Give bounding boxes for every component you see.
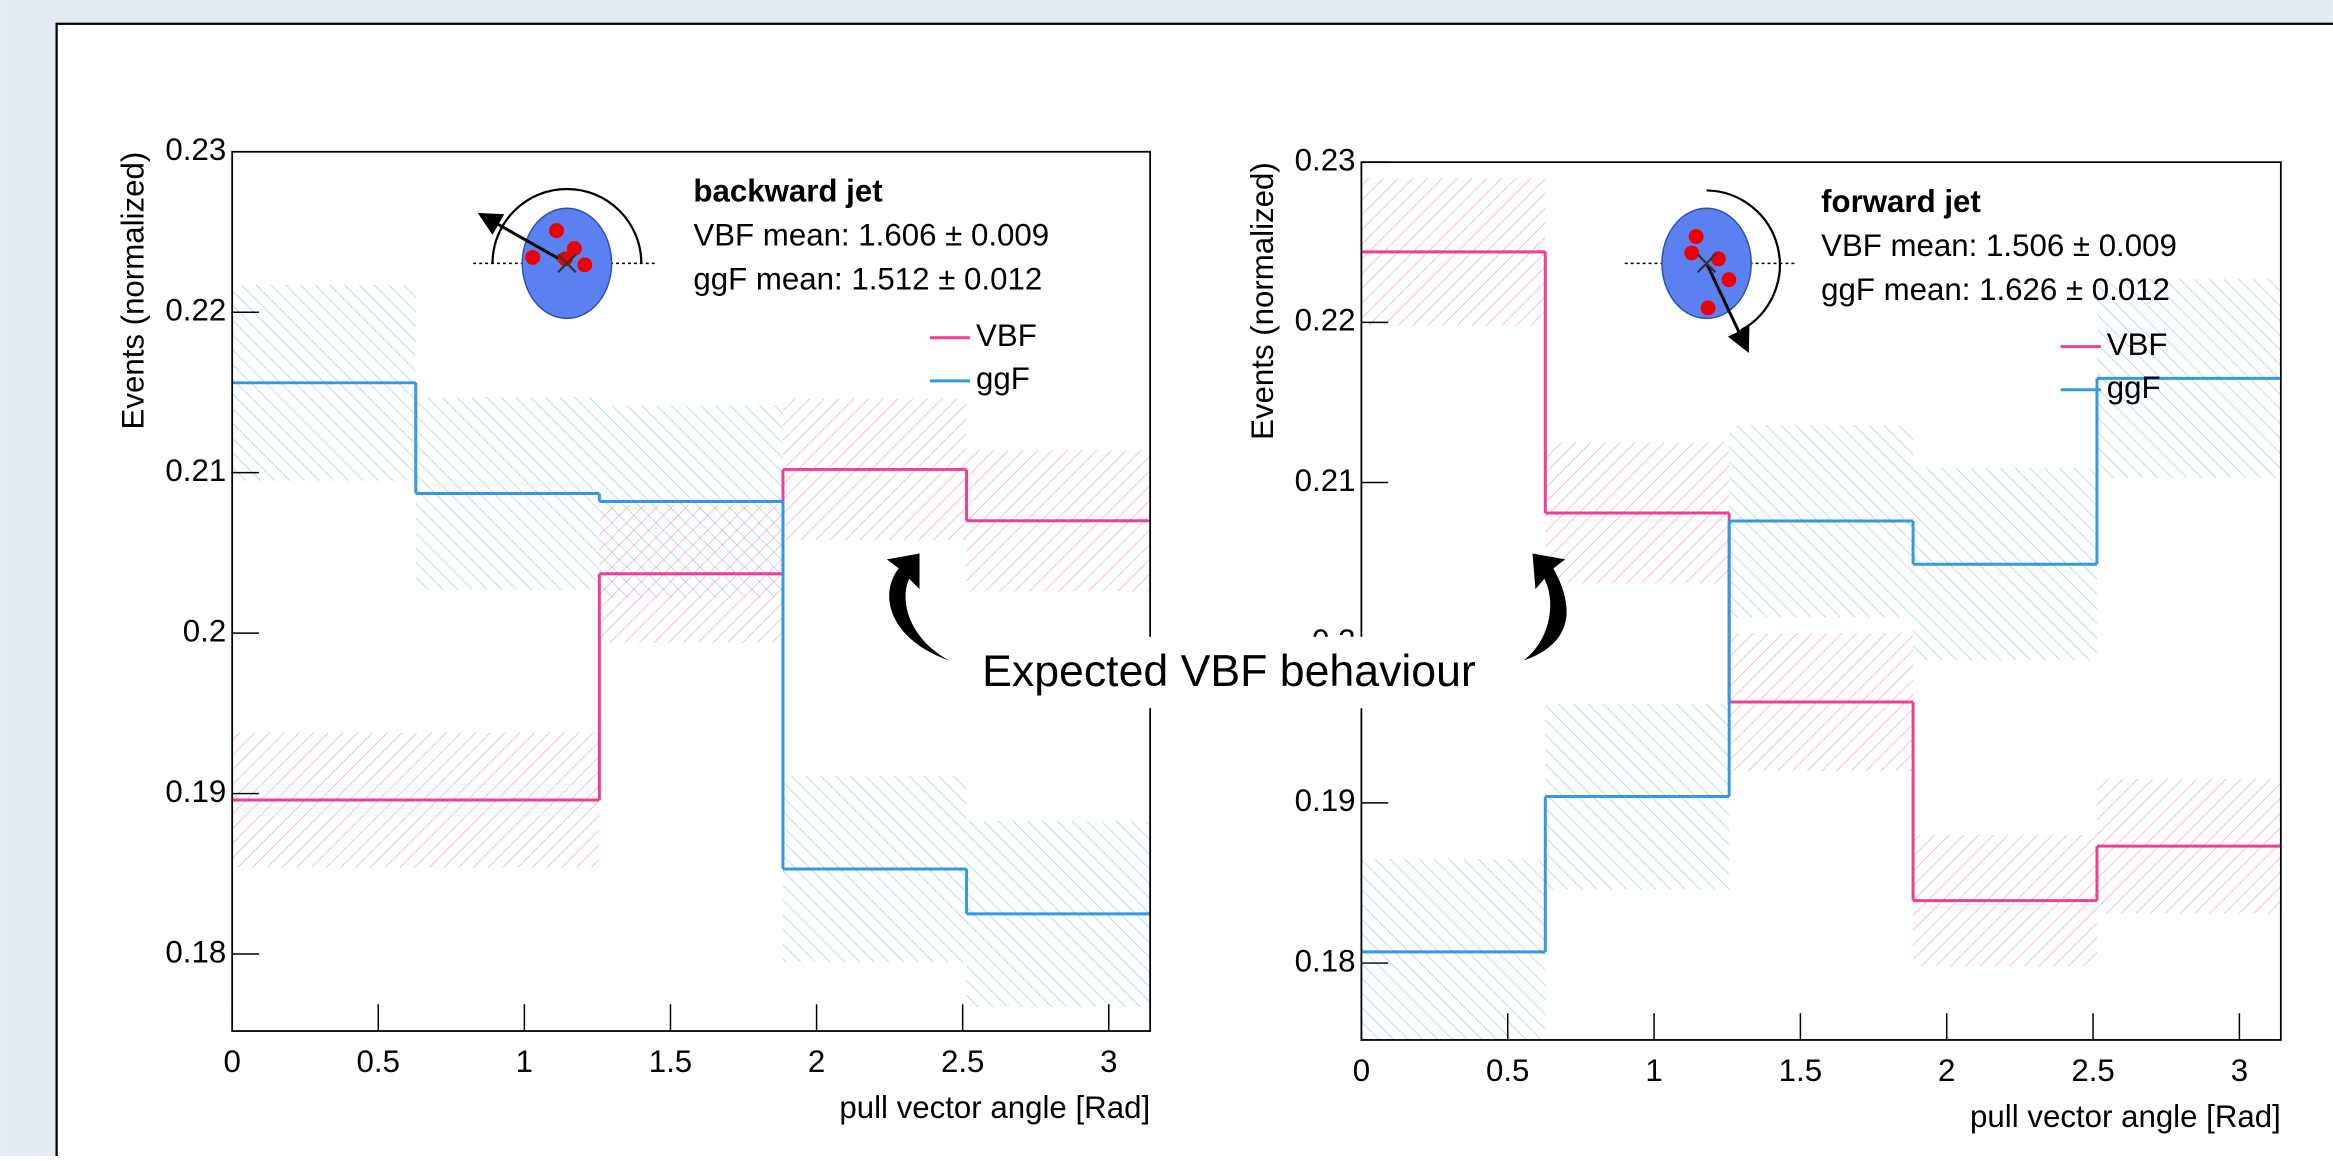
plot-frame bbox=[231, 150, 1152, 1032]
x-tick-label: 0 bbox=[223, 1044, 240, 1079]
charts: 0.18 0.19 0.2 0.21 0.22 0.23 0 0.5 1 1.5 2 2.5 3 pull… bbox=[116, 132, 2282, 1134]
stats-text: ggF mean: 1.626 ± 0.012 bbox=[1821, 272, 2170, 307]
y-axis-label: Events (normalized) bbox=[1245, 162, 1280, 440]
annotation-group: Expected VBF behaviour bbox=[886, 553, 1567, 709]
legend-label: VBF bbox=[2107, 327, 2168, 362]
annotation-box bbox=[952, 636, 1506, 709]
y-tick-label: 0.22 bbox=[1295, 303, 1356, 338]
y-tick-label: 0.23 bbox=[1295, 142, 1356, 177]
jet-icon-backward bbox=[473, 187, 655, 320]
y-tick-label: 0.22 bbox=[165, 292, 226, 327]
y-axis-label: Events (normalized) bbox=[116, 152, 151, 430]
plot-frame bbox=[1360, 161, 2282, 1041]
stats-text: VBF mean: 1.606 ± 0.009 bbox=[693, 218, 1049, 253]
stats-text: VBF mean: 1.506 ± 0.009 bbox=[1821, 228, 2177, 263]
arrow-right bbox=[1523, 553, 1567, 661]
x-tick-label: 1.5 bbox=[649, 1044, 692, 1079]
annotation: Expected VBF behaviour bbox=[982, 647, 1476, 696]
x-axis-label: pull vector angle [Rad] bbox=[1970, 1099, 2281, 1134]
x-tick-label: 2 bbox=[808, 1044, 825, 1079]
y-tick-label: 0.21 bbox=[165, 453, 226, 488]
y-tick-label: 0.18 bbox=[165, 934, 226, 969]
stats-text: ggF mean: 1.512 ± 0.012 bbox=[693, 261, 1042, 296]
chart: 0.180.190.20.210.220.2300.511.522.53pull… bbox=[1245, 142, 2282, 1134]
y-tick-label: 0.18 bbox=[1295, 943, 1356, 978]
x-tick-label: 0.5 bbox=[357, 1044, 400, 1079]
x-tick-label: 2.5 bbox=[941, 1044, 984, 1079]
jet-icon-forward bbox=[1624, 189, 1795, 353]
y-tick-label: 0.19 bbox=[165, 774, 226, 809]
arrow-left bbox=[886, 553, 950, 661]
legend-label: VBF bbox=[976, 318, 1037, 353]
x-tick-label: 0.5 bbox=[1486, 1053, 1529, 1088]
legend-label: ggF bbox=[976, 361, 1030, 396]
x-tick-label: 3 bbox=[2231, 1053, 2248, 1088]
error-band bbox=[1361, 858, 1546, 1040]
x-tick-label: 1 bbox=[1645, 1053, 1662, 1088]
jet-label: forward jet bbox=[1821, 184, 1981, 219]
plot-area bbox=[1361, 178, 2281, 1040]
x-tick-label: 2.5 bbox=[2071, 1053, 2114, 1088]
y-tick-label: 0.21 bbox=[1295, 463, 1356, 498]
x-tick-label: 1.5 bbox=[1779, 1053, 1822, 1088]
y-tick-label: 0.19 bbox=[1295, 783, 1356, 818]
jet-label: backward jet bbox=[693, 174, 883, 209]
chart: 0.18 0.19 0.2 0.21 0.22 0.23 0 0.5 1 1.5 2 2.5 3 pull… bbox=[116, 132, 1152, 1125]
x-axis-label: pull vector angle [Rad] bbox=[839, 1090, 1150, 1125]
legend-label: ggF bbox=[2107, 370, 2161, 405]
y-tick-label: 0.2 bbox=[183, 613, 226, 648]
y-tick-label: 0.23 bbox=[165, 132, 226, 167]
x-tick-label: 0 bbox=[1353, 1053, 1370, 1088]
x-tick-label: 1 bbox=[516, 1044, 533, 1079]
x-tick-label: 3 bbox=[1100, 1044, 1117, 1079]
x-tick-label: 2 bbox=[1938, 1053, 1955, 1088]
plot-area bbox=[232, 284, 1151, 1007]
